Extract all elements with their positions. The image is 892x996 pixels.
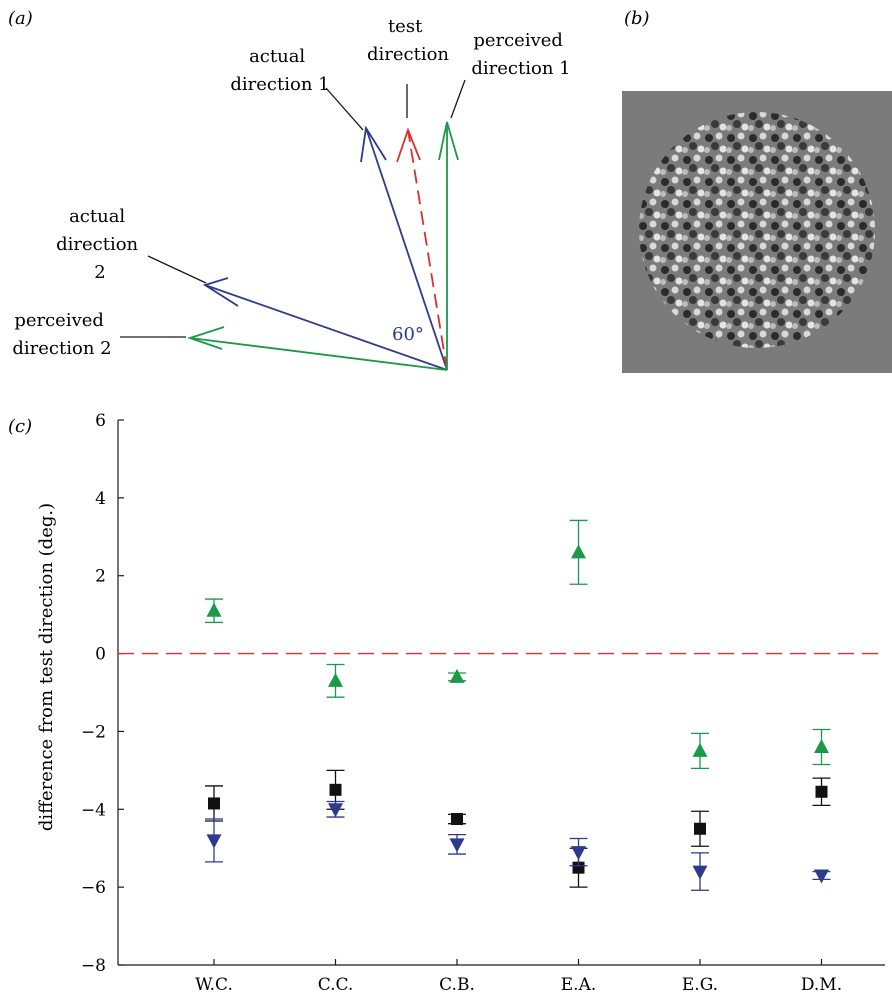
marker-square bbox=[451, 813, 463, 826]
x-tick-label: C.C. bbox=[318, 975, 354, 995]
panel-label-c: (c) bbox=[8, 416, 32, 437]
marker-triangle-down bbox=[814, 869, 829, 884]
data-point-triangle-up bbox=[812, 728, 831, 766]
data-point-triangle-up bbox=[569, 519, 588, 585]
data-point-triangle-up bbox=[326, 663, 345, 698]
label-test-direction: test direction bbox=[367, 16, 449, 65]
data-point-triangle-up bbox=[448, 668, 466, 683]
data-point-square bbox=[326, 769, 345, 810]
dot-pattern-aperture bbox=[639, 112, 875, 348]
difference-chart: difference from test direction (deg.) 6 4… bbox=[36, 411, 885, 995]
perceived-direction-1-arrowhead bbox=[438, 121, 459, 161]
test-direction-vector bbox=[407, 129, 448, 371]
data-point-triangle-down bbox=[569, 837, 588, 867]
actual-direction-2-arrowhead bbox=[202, 277, 239, 307]
y-axis-label: difference from test direction (deg.) bbox=[36, 503, 57, 831]
marker-square bbox=[572, 861, 585, 874]
y-tick-label: −4 bbox=[81, 800, 106, 820]
data-point-square bbox=[812, 777, 831, 807]
marker-square bbox=[329, 783, 342, 796]
x-tick-label: E.A. bbox=[561, 975, 597, 995]
vector-diagram: actual direction 1 test direction percei… bbox=[12, 16, 571, 371]
y-tick-label: −8 bbox=[81, 956, 106, 976]
marker-triangle-down bbox=[692, 865, 708, 880]
x-ticks: W.C. C.C. C.B. E.A. E.G. D.M. bbox=[195, 959, 842, 995]
leader-perceived-1 bbox=[450, 79, 466, 119]
test-direction-arrowhead bbox=[396, 127, 421, 163]
marker-square bbox=[208, 797, 220, 810]
marker-triangle-up bbox=[206, 602, 222, 617]
y-tick-label: −2 bbox=[81, 722, 106, 742]
panel-label-b: (b) bbox=[624, 8, 650, 29]
data-point-triangle-down bbox=[326, 800, 345, 818]
y-tick-label: 2 bbox=[95, 567, 106, 587]
data-point-triangle-up bbox=[691, 732, 709, 770]
actual-direction-2-vector bbox=[204, 284, 448, 371]
marker-triangle-up bbox=[328, 672, 343, 687]
x-tick-label: W.C. bbox=[195, 975, 233, 995]
angle-label: 60° bbox=[392, 324, 424, 345]
perceived-direction-2-vector bbox=[189, 337, 448, 371]
stimulus-image bbox=[622, 91, 892, 373]
perceived-direction-2-arrowhead bbox=[187, 326, 225, 350]
data-marks bbox=[205, 519, 831, 891]
leader-actual-2 bbox=[147, 255, 207, 284]
data-point-triangle-down bbox=[448, 833, 466, 855]
data-point-triangle-up bbox=[205, 598, 223, 624]
marker-square bbox=[694, 822, 706, 835]
y-tick-label: 6 bbox=[95, 411, 106, 431]
data-point-square bbox=[448, 813, 466, 826]
data-point-triangle-down bbox=[691, 852, 709, 891]
label-actual-direction-2: actual direction 2 bbox=[56, 206, 144, 283]
y-tick-label: −6 bbox=[81, 878, 106, 898]
actual-direction-1-vector bbox=[365, 127, 448, 371]
marker-triangle-up bbox=[692, 742, 708, 757]
data-point-triangle-down bbox=[205, 818, 223, 863]
marker-triangle-down bbox=[571, 846, 586, 861]
panel-label-a: (a) bbox=[8, 8, 33, 29]
leader-actual-1 bbox=[325, 87, 364, 131]
marker-triangle-down bbox=[328, 803, 343, 818]
label-actual-direction-1: actual direction 1 bbox=[230, 46, 329, 95]
label-perceived-direction-2: perceived direction 2 bbox=[12, 310, 111, 359]
marker-square bbox=[815, 785, 828, 798]
y-ticks: 6 4 2 0 −2 −4 −6 −8 bbox=[81, 411, 124, 976]
data-point-triangle-down bbox=[812, 869, 831, 884]
label-perceived-direction-1: perceived direction 1 bbox=[471, 30, 570, 79]
x-tick-label: E.G. bbox=[682, 975, 718, 995]
marker-triangle-down bbox=[449, 838, 465, 853]
y-tick-label: 0 bbox=[95, 645, 106, 665]
x-tick-label: D.M. bbox=[801, 975, 842, 995]
x-tick-label: C.B. bbox=[439, 975, 475, 995]
marker-triangle-up bbox=[449, 668, 465, 683]
marker-triangle-up bbox=[571, 544, 586, 559]
marker-triangle-down bbox=[206, 834, 222, 849]
actual-direction-1-arrowhead bbox=[360, 125, 387, 163]
y-tick-label: 4 bbox=[95, 489, 106, 509]
data-point-square bbox=[691, 810, 709, 847]
marker-triangle-up bbox=[814, 739, 829, 753]
data-point-square bbox=[205, 785, 223, 822]
